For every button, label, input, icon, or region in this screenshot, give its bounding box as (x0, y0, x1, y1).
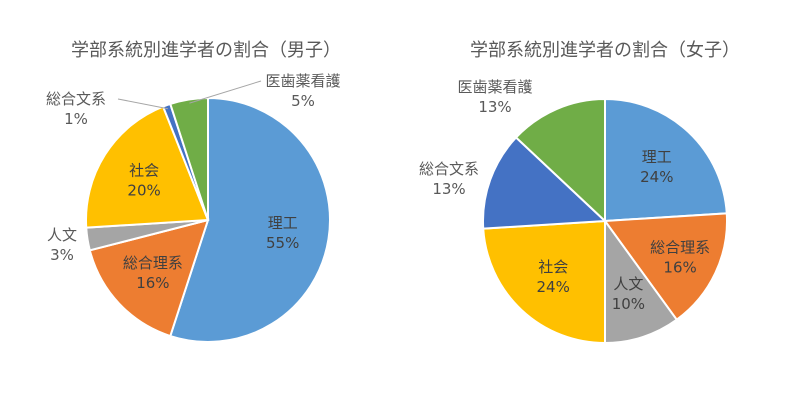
data-label-value-female-jinbun: 10% (612, 295, 645, 313)
leader-line-male-iyaku (189, 80, 262, 104)
data-label-category-male-sogo-bunkei: 総合文系 (46, 90, 106, 108)
leader-line-male-sogo-bunkei (117, 98, 168, 110)
data-label-category-male-shakai: 社会 (129, 162, 159, 180)
pie-slice-female-sogo-rikei (603, 212, 728, 322)
pie-slice-female-riko (604, 97, 728, 223)
chart-title-female: 学部系統別進学者の割合（女子） (470, 40, 740, 61)
data-label-value-female-sogo-bunkei: 13% (432, 180, 465, 198)
data-label-category-male-jinbun: 人文 (47, 226, 77, 244)
data-label-value-female-riko: 24% (640, 168, 673, 186)
pie-slice-female-iyaku (514, 97, 606, 224)
data-label-category-female-sogo-rikei: 総合理系 (650, 238, 710, 256)
pie-slice-female-sogo-bunkei (482, 136, 608, 230)
pie-slice-male-riko (169, 96, 331, 343)
data-label-category-male-sogo-rikei: 総合理系 (123, 254, 183, 272)
data-label-value-male-iyaku: 5% (291, 92, 315, 110)
data-label-value-male-sogo-rikei: 16% (136, 274, 169, 292)
data-label-value-female-iyaku: 13% (478, 98, 511, 116)
pie-slice-male-iyaku (169, 96, 209, 221)
pie-slice-female-jinbun (604, 217, 679, 345)
data-label-category-female-jinbun: 人文 (613, 275, 643, 293)
data-label-value-male-sogo-bunkei: 1% (64, 110, 88, 128)
pie-slice-female-shakai (482, 219, 606, 345)
data-label-category-male-iyaku: 医歯薬看護 (265, 72, 340, 90)
data-label-value-male-shakai: 20% (127, 182, 160, 200)
pie-slice-male-shakai (85, 105, 210, 229)
data-label-value-female-shakai: 24% (537, 278, 570, 296)
pie-slice-male-sogo-rikei (88, 218, 210, 338)
chart-title-male: 学部系統別進学者の割合（男子） (71, 40, 341, 61)
data-label-value-female-sogo-rikei: 16% (663, 258, 696, 276)
data-label-category-female-shakai: 社会 (538, 258, 568, 276)
data-label-category-female-riko: 理工 (642, 148, 672, 166)
data-label-category-female-iyaku: 医歯薬看護 (457, 78, 532, 96)
data-label-category-male-riko: 理工 (268, 214, 298, 232)
data-label-category-female-sogo-bunkei: 総合文系 (419, 160, 479, 178)
data-label-value-male-jinbun: 3% (50, 246, 74, 264)
data-label-value-male-riko: 55% (266, 234, 299, 252)
